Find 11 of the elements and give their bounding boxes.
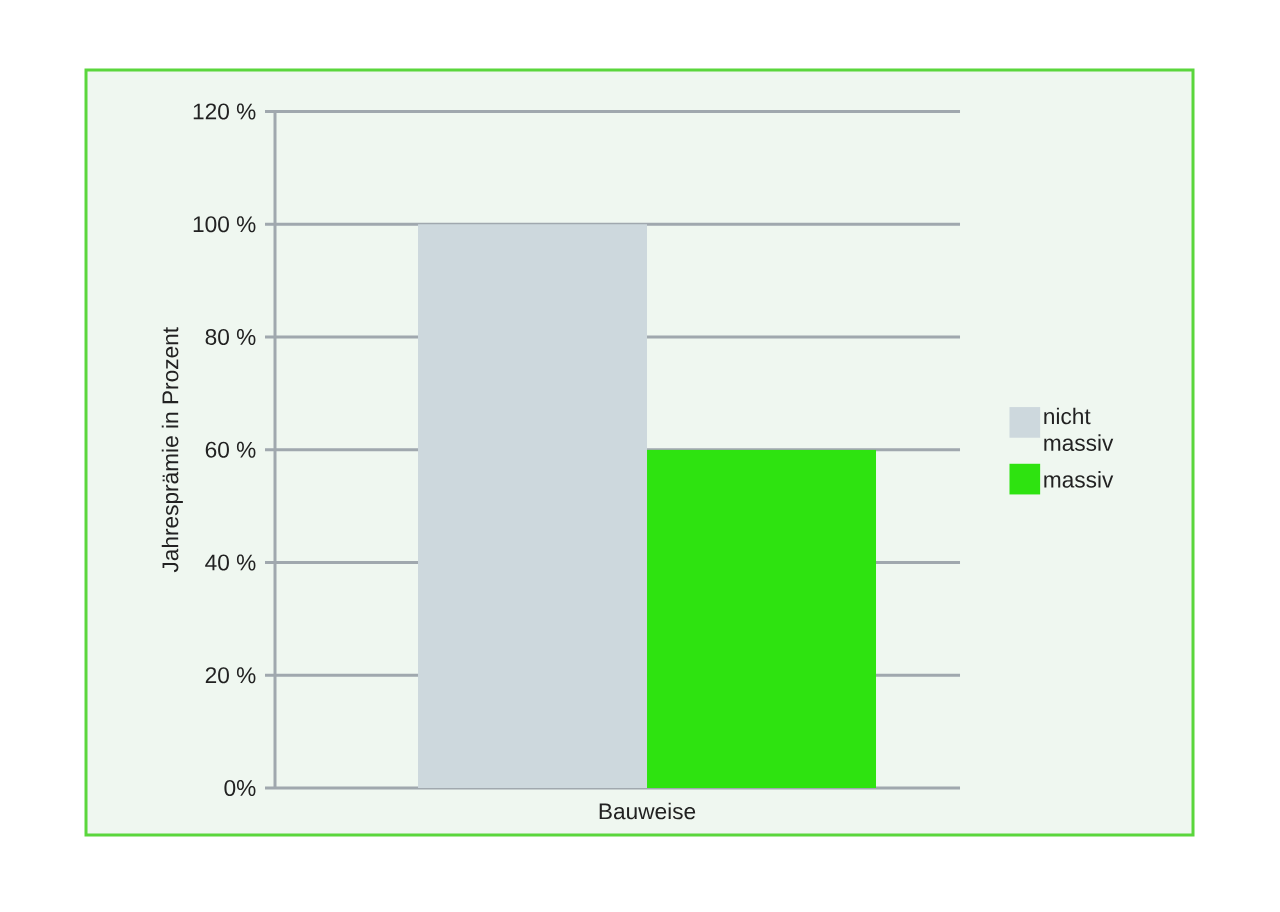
y-tick-label: 0% bbox=[224, 779, 256, 797]
x-tick-label: Bauweise bbox=[599, 802, 696, 820]
legend-label: massiv bbox=[1044, 471, 1114, 488]
y-tick-label: 80 % bbox=[205, 328, 256, 346]
y-tick-label: 120 % bbox=[193, 103, 256, 120]
y-tick-label: 40 % bbox=[205, 554, 256, 571]
y-tick-label: 60 % bbox=[205, 441, 256, 458]
y-axis-title: Jahresprämie in Prozent bbox=[161, 327, 183, 573]
legend-label: nicht massiv bbox=[1044, 407, 1114, 452]
y-tick-label: 20 % bbox=[205, 667, 256, 684]
y-tick-label: 100 % bbox=[193, 216, 256, 233]
